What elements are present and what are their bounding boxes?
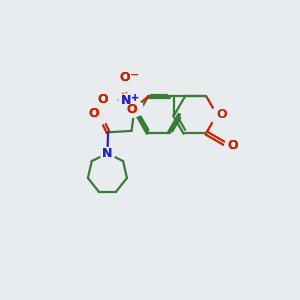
Text: O: O	[227, 139, 238, 152]
Text: N: N	[121, 94, 131, 107]
Text: O: O	[98, 93, 108, 106]
Text: −: −	[130, 70, 139, 80]
Text: N: N	[102, 147, 112, 160]
Text: O: O	[227, 139, 238, 152]
Text: O: O	[88, 106, 99, 120]
Text: O: O	[127, 103, 137, 116]
Text: +: +	[131, 93, 139, 103]
Text: O: O	[119, 71, 130, 84]
Text: O: O	[88, 106, 99, 120]
Text: O: O	[216, 108, 226, 121]
Text: O: O	[127, 103, 137, 116]
Text: +: +	[131, 93, 139, 103]
Text: O: O	[119, 71, 130, 84]
Text: O: O	[98, 93, 108, 106]
Text: N: N	[121, 94, 131, 107]
Text: N: N	[102, 147, 112, 160]
